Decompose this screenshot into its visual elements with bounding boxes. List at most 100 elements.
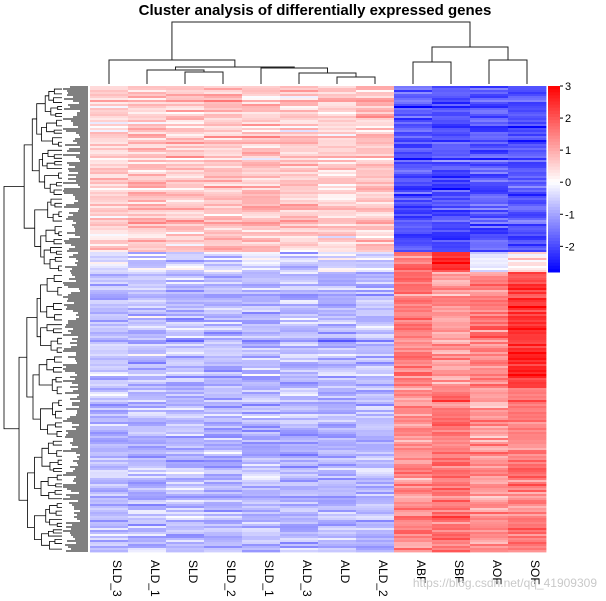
heatmap-cell	[508, 346, 547, 349]
heatmap-cell	[318, 88, 357, 91]
heatmap-cell	[318, 136, 357, 139]
heatmap-cell	[470, 312, 509, 315]
heatmap-cell	[432, 106, 471, 109]
heatmap-cell	[242, 550, 281, 553]
heatmap-cell	[128, 426, 167, 429]
dendrogram-branch	[46, 306, 55, 318]
heatmap-cell	[356, 324, 395, 327]
heatmap-cell	[280, 488, 319, 491]
heatmap-cell	[166, 154, 205, 157]
heatmap-cell	[470, 246, 509, 249]
heatmap-cell	[128, 222, 167, 225]
heatmap-cell	[242, 160, 281, 163]
heatmap-cell	[470, 148, 509, 151]
heatmap-cell	[204, 338, 243, 341]
heatmap-cell	[318, 226, 357, 229]
heatmap-cell	[128, 478, 167, 481]
heatmap-cell	[432, 108, 471, 111]
heatmap-cell	[432, 300, 471, 303]
heatmap-cell	[508, 168, 547, 171]
heatmap-cell	[242, 460, 281, 463]
heatmap-cell	[166, 430, 205, 433]
heatmap-cell	[204, 122, 243, 125]
heatmap-cell	[394, 498, 433, 501]
heatmap-cell	[90, 530, 129, 533]
heatmap-cell	[128, 120, 167, 123]
heatmap-cell	[242, 190, 281, 193]
heatmap-cell	[356, 422, 395, 425]
heatmap-cell	[508, 180, 547, 183]
heatmap-cell	[432, 534, 471, 537]
heatmap-cell	[318, 296, 357, 299]
heatmap-cell	[90, 368, 129, 371]
heatmap-cell	[204, 354, 243, 357]
heatmap-cell	[394, 156, 433, 159]
dendrogram-branch	[54, 202, 62, 208]
heatmap-cell	[204, 264, 243, 267]
heatmap-cell	[204, 270, 243, 273]
heatmap-cell	[318, 244, 357, 247]
heatmap-cell	[508, 104, 547, 107]
heatmap-cell	[470, 114, 509, 117]
heatmap-cell	[356, 326, 395, 329]
heatmap-cell	[318, 378, 357, 381]
heatmap-cell	[508, 106, 547, 109]
heatmap-cell	[204, 96, 243, 99]
heatmap-cell	[356, 254, 395, 257]
heatmap-cell	[90, 458, 129, 461]
heatmap-cell	[128, 524, 167, 527]
heatmap-cell	[280, 504, 319, 507]
heatmap-cell	[356, 188, 395, 191]
heatmap-cell	[394, 290, 433, 293]
heatmap-cell	[470, 172, 509, 175]
heatmap-cell	[128, 414, 167, 417]
heatmap-cell	[318, 172, 357, 175]
legend-swatch	[548, 191, 560, 195]
heatmap-cell	[242, 386, 281, 389]
heatmap-cell	[394, 476, 433, 479]
heatmap-cell	[128, 166, 167, 169]
heatmap-cell	[280, 242, 319, 245]
heatmap-cell	[318, 148, 357, 151]
heatmap-cell	[394, 316, 433, 319]
heatmap-cell	[470, 268, 509, 271]
heatmap-cell	[242, 492, 281, 495]
heatmap-cell	[432, 528, 471, 531]
heatmap-cell	[470, 168, 509, 171]
heatmap-cell	[166, 470, 205, 473]
heatmap-cell	[432, 324, 471, 327]
heatmap-cell	[280, 94, 319, 97]
heatmap-cell	[508, 328, 547, 331]
heatmap-cell	[166, 420, 205, 423]
heatmap-cell	[242, 226, 281, 229]
heatmap-cell	[204, 532, 243, 535]
heatmap-cell	[204, 474, 243, 477]
heatmap-cell	[356, 454, 395, 457]
heatmap-cell	[508, 166, 547, 169]
heatmap-cell	[432, 138, 471, 141]
legend-swatch	[548, 110, 560, 115]
heatmap-cell	[128, 528, 167, 531]
heatmap-cell	[508, 406, 547, 409]
heatmap-cell	[204, 118, 243, 121]
heatmap-cell	[204, 90, 243, 93]
heatmap-cell	[242, 262, 281, 265]
dendrogram-branch	[54, 314, 62, 321]
heatmap-cell	[90, 256, 129, 259]
heatmap-cell	[470, 232, 509, 235]
heatmap-cell	[432, 242, 471, 245]
dendrogram-branch	[44, 95, 51, 112]
heatmap-cell	[128, 448, 167, 451]
heatmap-cell	[242, 104, 281, 107]
heatmap-cell	[128, 382, 167, 385]
heatmap-cell	[128, 236, 167, 239]
heatmap-cell	[166, 300, 205, 303]
heatmap-cell	[280, 402, 319, 405]
legend-swatch	[548, 247, 560, 251]
heatmap-cell	[90, 288, 129, 291]
heatmap-cell	[318, 168, 357, 171]
heatmap-cell	[394, 238, 433, 241]
heatmap-cell	[470, 416, 509, 419]
heatmap-cell	[90, 444, 129, 447]
heatmap-cell	[90, 294, 129, 297]
